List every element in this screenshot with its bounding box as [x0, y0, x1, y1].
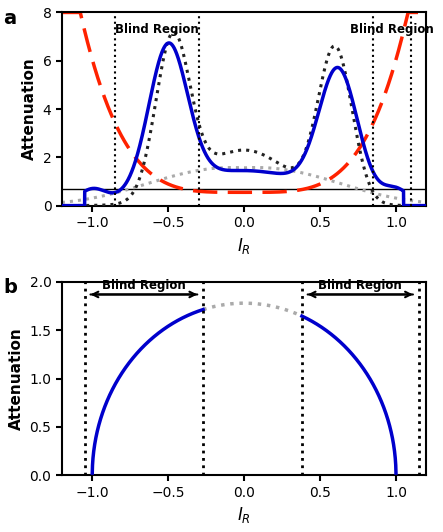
Text: Blind Region: Blind Region [350, 23, 434, 36]
Y-axis label: Attenuation: Attenuation [22, 57, 37, 161]
X-axis label: $I_R$: $I_R$ [237, 236, 251, 255]
Text: Blind Region: Blind Region [319, 279, 402, 292]
Text: a: a [4, 9, 17, 28]
Text: b: b [4, 278, 17, 297]
X-axis label: $I_R$: $I_R$ [237, 505, 251, 525]
Y-axis label: Attenuation: Attenuation [9, 327, 24, 430]
Text: Blind Region: Blind Region [115, 23, 198, 36]
Text: Blind Region: Blind Region [102, 279, 186, 292]
